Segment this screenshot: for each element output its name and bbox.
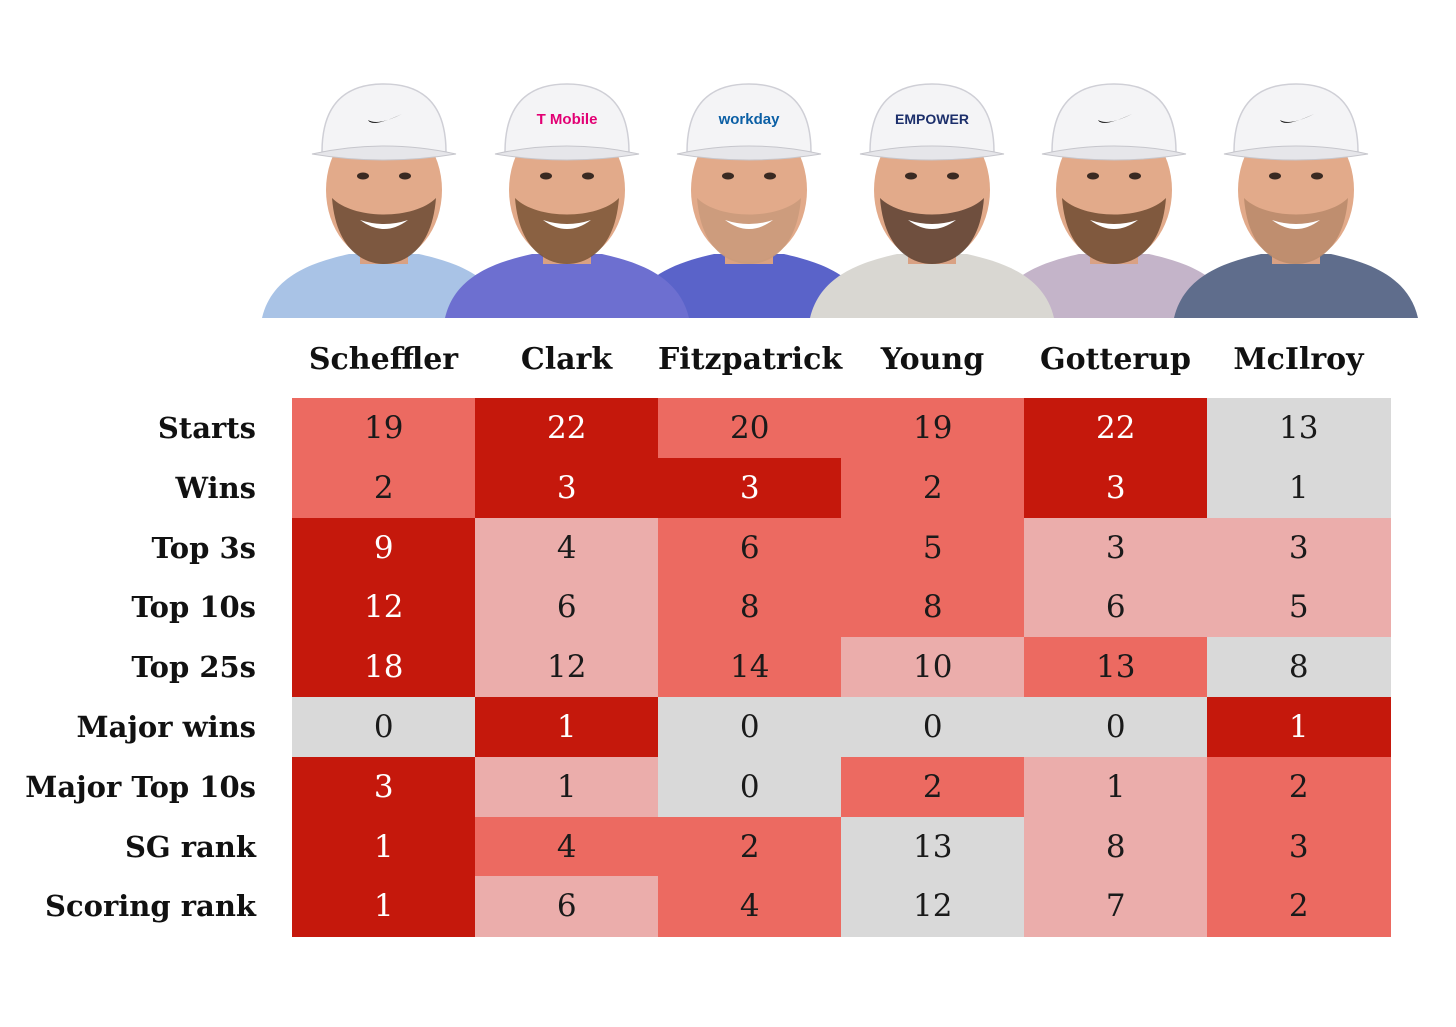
column-header-clark: Clark	[520, 342, 613, 377]
cell-starts-clark: 22	[475, 398, 659, 459]
cell-scoring-rank-fitzpatrick: 4	[658, 876, 842, 937]
cell-major-top-10s-clark: 1	[475, 756, 659, 818]
cell-scoring-rank-mcilroy: 2	[1207, 876, 1391, 937]
cell-major-top-10s-fitzpatrick: 0	[658, 756, 842, 818]
cap-logo-young: EMPOWER	[895, 111, 969, 127]
cell-top-3s-scheffler: 9	[292, 517, 476, 578]
row-label-scoring-rank: Scoring rank	[45, 889, 256, 924]
cap-logo-fitzpatrick: workday	[718, 111, 781, 128]
column-header-young: Young	[880, 342, 985, 377]
cell-sg-rank-clark: 4	[475, 816, 659, 877]
cell-sg-rank-scheffler: 1	[292, 816, 476, 877]
cell-major-top-10s-gotterup: 1	[1024, 756, 1208, 818]
cell-major-top-10s-young: 2	[841, 756, 1025, 818]
cell-major-top-10s-scheffler: 3	[292, 756, 476, 818]
column-header-fitzpatrick: Fitzpatrick	[658, 342, 843, 377]
row-label-sg-rank: SG rank	[124, 829, 256, 864]
cell-scoring-rank-scheffler: 1	[292, 876, 476, 937]
cell-major-wins-mcilroy: 1	[1207, 697, 1391, 758]
cell-top-3s-fitzpatrick: 6	[658, 517, 842, 578]
cell-top-25s-clark: 12	[475, 637, 659, 698]
cell-top-25s-fitzpatrick: 14	[658, 637, 842, 698]
cell-top-10s-young: 8	[841, 577, 1025, 638]
cell-major-wins-clark: 1	[475, 697, 659, 758]
cell-major-wins-scheffler: 0	[292, 697, 476, 758]
player-photo-mcilroy	[1174, 83, 1418, 318]
cell-scoring-rank-young: 12	[841, 876, 1025, 937]
player-photos: workday T Mobile EMPOWER	[258, 70, 1420, 318]
cell-wins-mcilroy: 1	[1207, 457, 1391, 519]
row-label-starts: Starts	[157, 411, 256, 445]
cell-top-25s-scheffler: 18	[292, 637, 476, 698]
row-label-top-25s: Top 25s	[131, 650, 256, 685]
cell-top-10s-fitzpatrick: 8	[658, 577, 842, 638]
swoosh-icon	[1280, 114, 1314, 123]
cell-major-wins-young: 0	[841, 697, 1025, 758]
cell-top-3s-gotterup: 3	[1024, 517, 1208, 578]
cell-wins-scheffler: 2	[292, 457, 476, 519]
cell-major-top-10s-mcilroy: 2	[1207, 756, 1391, 818]
column-header-mcilroy: McIlroy	[1233, 342, 1364, 377]
cell-top-10s-gotterup: 6	[1024, 577, 1208, 638]
player-photo-scheffler	[262, 83, 506, 318]
cell-starts-mcilroy: 13	[1207, 398, 1391, 459]
cell-wins-gotterup: 3	[1024, 457, 1208, 519]
row-label-major-wins: Major wins	[76, 710, 257, 744]
player-photo-gotterup	[992, 83, 1236, 318]
cell-starts-young: 19	[841, 398, 1025, 459]
cell-top-10s-scheffler: 12	[292, 577, 476, 638]
cell-starts-gotterup: 22	[1024, 398, 1208, 459]
cell-top-25s-mcilroy: 8	[1207, 637, 1391, 698]
cell-top-25s-gotterup: 13	[1024, 637, 1208, 698]
column-header-gotterup: Gotterup	[1039, 342, 1192, 377]
cell-top-3s-mcilroy: 3	[1207, 517, 1391, 578]
player-photo-young: EMPOWER	[810, 83, 1054, 318]
cell-sg-rank-young: 13	[841, 816, 1025, 877]
cell-top-10s-clark: 6	[475, 577, 659, 638]
cell-wins-fitzpatrick: 3	[658, 457, 842, 519]
row-label-top-10s: Top 10s	[131, 590, 256, 625]
column-header-scheffler: Scheffler	[308, 342, 459, 377]
cap-logo-clark: T Mobile	[537, 111, 598, 128]
player-photo-clark: T Mobile	[445, 83, 689, 318]
swoosh-icon	[1098, 114, 1132, 123]
cell-starts-fitzpatrick: 20	[658, 398, 842, 459]
row-label-major-top-10s: Major Top 10s	[25, 769, 256, 804]
cell-sg-rank-mcilroy: 3	[1207, 816, 1391, 877]
cell-wins-clark: 3	[475, 457, 659, 519]
cell-scoring-rank-gotterup: 7	[1024, 876, 1208, 937]
cell-top-3s-clark: 4	[475, 517, 659, 578]
cell-sg-rank-fitzpatrick: 2	[658, 816, 842, 877]
row-label-wins: Wins	[175, 470, 257, 505]
cell-starts-scheffler: 19	[292, 398, 476, 459]
cell-top-25s-young: 10	[841, 637, 1025, 698]
cell-scoring-rank-clark: 6	[475, 876, 659, 937]
cell-major-wins-gotterup: 0	[1024, 697, 1208, 758]
cell-wins-young: 2	[841, 457, 1025, 519]
player-photo-fitzpatrick: workday	[627, 83, 871, 318]
heatmap-grid: 19 22 20 19 22 13 2 3 3 2 3 1 9 4 6 5 3 3 12 6 8 8 6 5 18 12 14 10 1…	[292, 398, 1391, 937]
cell-major-wins-fitzpatrick: 0	[658, 697, 842, 758]
row-label-top-3s: Top 3s	[151, 530, 256, 565]
cell-top-10s-mcilroy: 5	[1207, 577, 1391, 638]
cell-sg-rank-gotterup: 8	[1024, 816, 1208, 877]
cell-top-3s-young: 5	[841, 517, 1025, 578]
swoosh-icon	[368, 114, 402, 123]
column-headers: Scheffler Clark Fitzpatrick Young Gotterup Mc…	[292, 334, 1390, 386]
